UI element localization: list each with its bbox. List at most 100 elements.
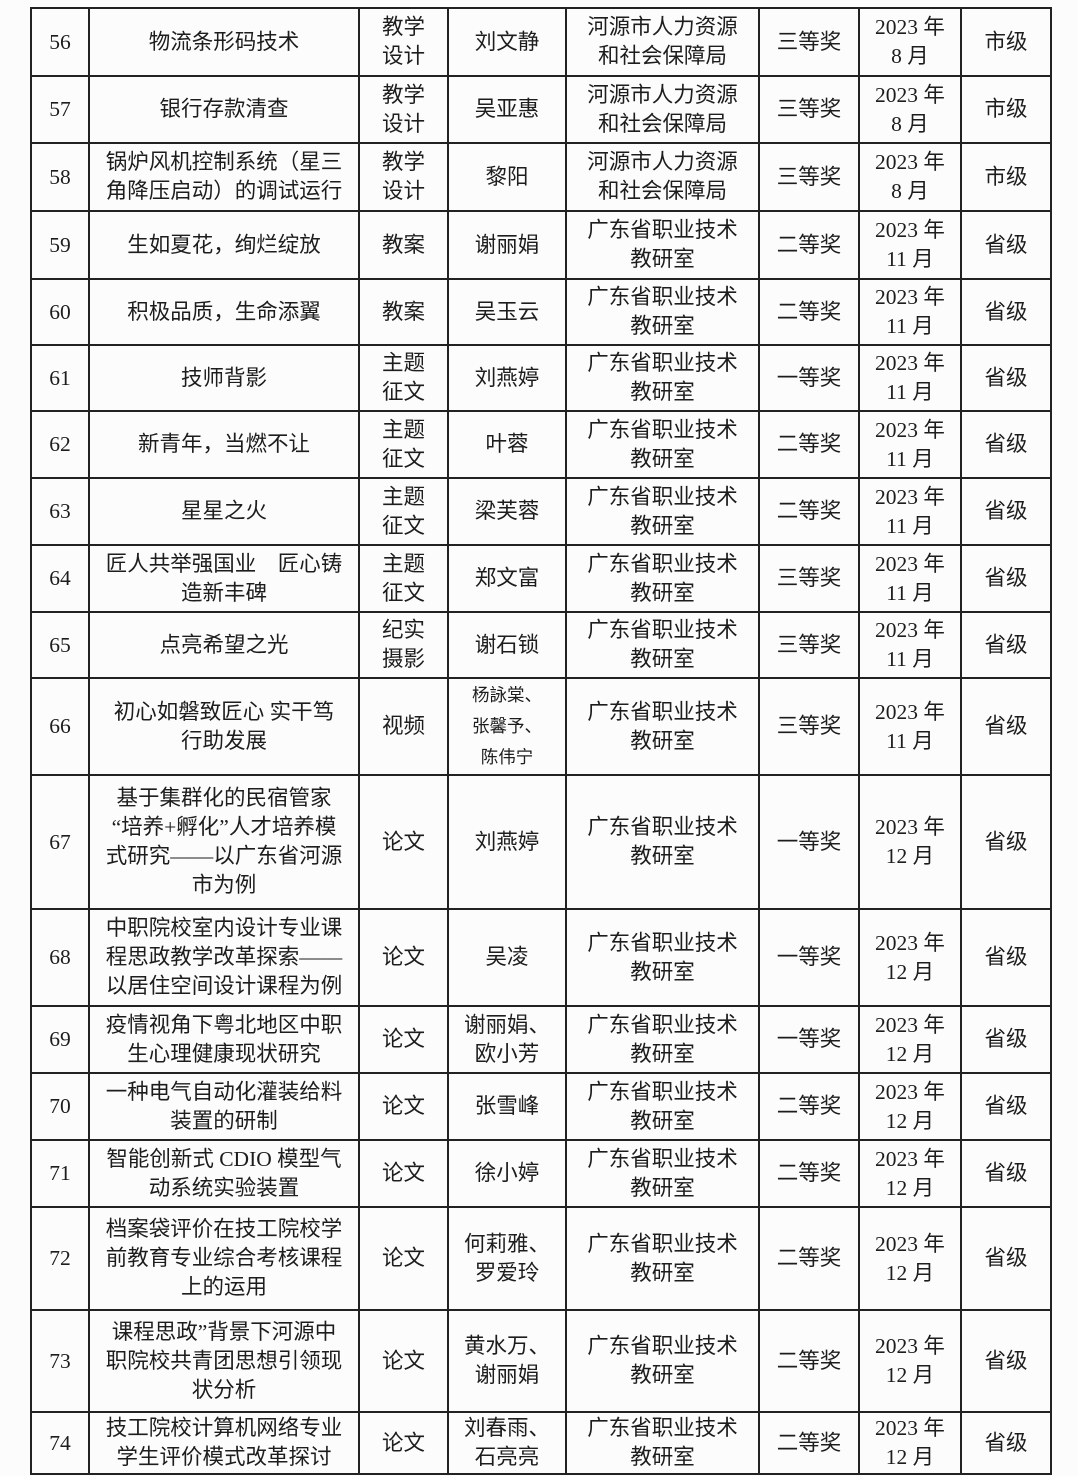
table-row: 61 技师背影 主题 征文 刘燕婷 广东省职业技术 教研室 一等奖 2023 年… — [30, 344, 1052, 412]
work-title-cell: 初心如磐致匠心 实干笃 行助发展 — [88, 677, 360, 776]
work-title-cell: 智能创新式 CDIO 模型气 动系统实验装置 — [88, 1139, 360, 1208]
scope-level-cell: 省级 — [960, 278, 1052, 346]
work-type-cell: 论文 — [358, 908, 449, 1007]
scope-level-cell: 省级 — [960, 210, 1052, 280]
scope-level-cell: 省级 — [960, 544, 1052, 613]
award-date-cell: 2023 年 12 月 — [858, 1206, 962, 1311]
award-level-cell: 三等奖 — [758, 677, 860, 776]
scope-level-cell: 省级 — [960, 410, 1052, 479]
organization-cell: 广东省职业技术 教研室 — [565, 210, 760, 280]
work-title-cell: 锅炉风机控制系统（星三 角降压启动）的调试运行 — [88, 142, 360, 212]
author-cell: 谢丽娟 — [447, 210, 567, 280]
row-number-cell: 63 — [30, 477, 90, 546]
table-row: 58 锅炉风机控制系统（星三 角降压启动）的调试运行 教学 设计 黎阳 河源市人… — [30, 142, 1052, 212]
award-date-cell: 2023 年 11 月 — [858, 611, 962, 679]
organization-cell: 广东省职业技术 教研室 — [565, 477, 760, 546]
row-number-cell: 74 — [30, 1411, 90, 1475]
work-title-cell: 物流条形码技术 — [88, 7, 360, 77]
scope-level-cell: 省级 — [960, 344, 1052, 412]
author-cell: 吴亚惠 — [447, 75, 567, 144]
work-title-cell: 一种电气自动化灌装给料 装置的研制 — [88, 1072, 360, 1141]
organization-cell: 广东省职业技术 教研室 — [565, 1072, 760, 1141]
scope-level-cell: 省级 — [960, 1005, 1052, 1074]
scope-level-cell: 省级 — [960, 477, 1052, 546]
scope-level-cell: 省级 — [960, 1206, 1052, 1311]
work-title-cell: 技师背影 — [88, 344, 360, 412]
organization-cell: 广东省职业技术 教研室 — [565, 410, 760, 479]
row-number-cell: 73 — [30, 1309, 90, 1413]
table-row: 73 课程思政”背景下河源中 职院校共青团思想引领现 状分析 论文 黄水万、 谢… — [30, 1309, 1052, 1413]
author-cell: 吴凌 — [447, 908, 567, 1007]
scope-level-cell: 省级 — [960, 1309, 1052, 1413]
work-title-cell: 点亮希望之光 — [88, 611, 360, 679]
work-title-cell: 生如夏花，绚烂绽放 — [88, 210, 360, 280]
work-type-cell: 论文 — [358, 1309, 449, 1413]
work-title-cell: 新青年，当燃不让 — [88, 410, 360, 479]
work-type-cell: 教学 设计 — [358, 75, 449, 144]
work-type-cell: 视频 — [358, 677, 449, 776]
work-title-cell: 星星之火 — [88, 477, 360, 546]
row-number-cell: 57 — [30, 75, 90, 144]
table-row: 69 疫情视角下粤北地区中职 生心理健康现状研究 论文 谢丽娟、 欧小芳 广东省… — [30, 1005, 1052, 1074]
award-level-cell: 二等奖 — [758, 1309, 860, 1413]
work-type-cell: 论文 — [358, 774, 449, 910]
author-cell: 郑文富 — [447, 544, 567, 613]
award-date-cell: 2023 年 11 月 — [858, 677, 962, 776]
scope-level-cell: 省级 — [960, 677, 1052, 776]
award-level-cell: 二等奖 — [758, 1072, 860, 1141]
table-row: 65 点亮希望之光 纪实 摄影 谢石锁 广东省职业技术 教研室 三等奖 2023… — [30, 611, 1052, 679]
scope-level-cell: 市级 — [960, 7, 1052, 77]
author-cell: 刘文静 — [447, 7, 567, 77]
award-level-cell: 二等奖 — [758, 410, 860, 479]
organization-cell: 河源市人力资源 和社会保障局 — [565, 7, 760, 77]
table-row: 60 积极品质，生命添翼 教案 吴玉云 广东省职业技术 教研室 二等奖 2023… — [30, 278, 1052, 346]
award-date-cell: 2023 年 11 月 — [858, 210, 962, 280]
award-date-cell: 2023 年 11 月 — [858, 477, 962, 546]
author-cell: 叶蓉 — [447, 410, 567, 479]
work-title-cell: 疫情视角下粤北地区中职 生心理健康现状研究 — [88, 1005, 360, 1074]
organization-cell: 广东省职业技术 教研室 — [565, 1309, 760, 1413]
scope-level-cell: 市级 — [960, 142, 1052, 212]
organization-cell: 广东省职业技术 教研室 — [565, 908, 760, 1007]
award-date-cell: 2023 年 12 月 — [858, 1309, 962, 1413]
awards-table: 56 物流条形码技术 教学 设计 刘文静 河源市人力资源 和社会保障局 三等奖 … — [30, 7, 1052, 1475]
awards-table-body: 56 物流条形码技术 教学 设计 刘文静 河源市人力资源 和社会保障局 三等奖 … — [30, 7, 1052, 1475]
organization-cell: 广东省职业技术 教研室 — [565, 278, 760, 346]
award-level-cell: 二等奖 — [758, 1411, 860, 1475]
row-number-cell: 67 — [30, 774, 90, 910]
row-number-cell: 62 — [30, 410, 90, 479]
award-date-cell: 2023 年 8 月 — [858, 7, 962, 77]
award-date-cell: 2023 年 11 月 — [858, 410, 962, 479]
author-cell: 刘燕婷 — [447, 344, 567, 412]
award-level-cell: 二等奖 — [758, 210, 860, 280]
award-level-cell: 一等奖 — [758, 344, 860, 412]
author-cell: 谢丽娟、 欧小芳 — [447, 1005, 567, 1074]
table-row: 67 基于集群化的民宿管家 “培养+孵化”人才培养模 式研究——以广东省河源 市… — [30, 774, 1052, 910]
author-cell: 吴玉云 — [447, 278, 567, 346]
work-title-cell: 中职院校室内设计专业课 程思政教学改革探索—— 以居住空间设计课程为例 — [88, 908, 360, 1007]
award-date-cell: 2023 年 11 月 — [858, 544, 962, 613]
award-level-cell: 二等奖 — [758, 1206, 860, 1311]
table-row: 59 生如夏花，绚烂绽放 教案 谢丽娟 广东省职业技术 教研室 二等奖 2023… — [30, 210, 1052, 280]
organization-cell: 广东省职业技术 教研室 — [565, 1005, 760, 1074]
author-cell: 梁芙蓉 — [447, 477, 567, 546]
work-type-cell: 教案 — [358, 278, 449, 346]
table-row: 71 智能创新式 CDIO 模型气 动系统实验装置 论文 徐小婷 广东省职业技术… — [30, 1139, 1052, 1208]
scope-level-cell: 省级 — [960, 908, 1052, 1007]
award-date-cell: 2023 年 12 月 — [858, 1139, 962, 1208]
author-cell: 黎阳 — [447, 142, 567, 212]
table-row: 56 物流条形码技术 教学 设计 刘文静 河源市人力资源 和社会保障局 三等奖 … — [30, 7, 1052, 77]
row-number-cell: 61 — [30, 344, 90, 412]
organization-cell: 广东省职业技术 教研室 — [565, 544, 760, 613]
row-number-cell: 69 — [30, 1005, 90, 1074]
award-level-cell: 三等奖 — [758, 611, 860, 679]
award-level-cell: 二等奖 — [758, 1139, 860, 1208]
award-level-cell: 二等奖 — [758, 278, 860, 346]
author-cell: 刘燕婷 — [447, 774, 567, 910]
work-title-cell: 档案袋评价在技工院校学 前教育专业综合考核课程 上的运用 — [88, 1206, 360, 1311]
award-level-cell: 一等奖 — [758, 774, 860, 910]
award-level-cell: 三等奖 — [758, 544, 860, 613]
award-date-cell: 2023 年 11 月 — [858, 344, 962, 412]
work-title-cell: 课程思政”背景下河源中 职院校共青团思想引领现 状分析 — [88, 1309, 360, 1413]
